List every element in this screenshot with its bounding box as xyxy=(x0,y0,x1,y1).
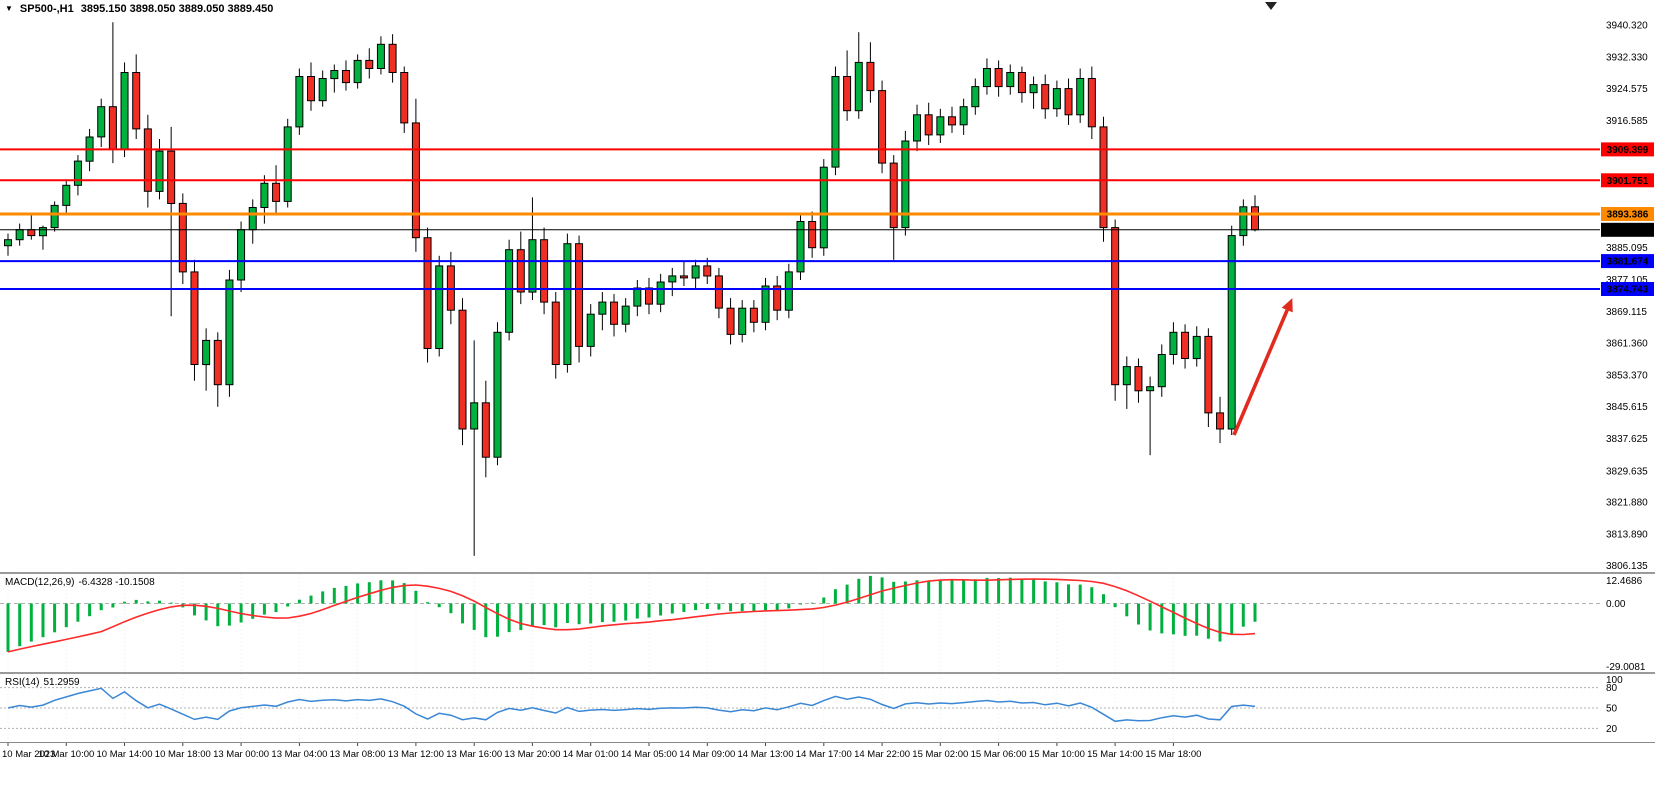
svg-text:3932.330: 3932.330 xyxy=(1606,53,1648,64)
price-tag-resistance-1 xyxy=(1601,142,1654,157)
price-tag-resistance-2 xyxy=(1601,173,1654,188)
macd-pane[interactable]: 12.4686 0.00 -29.0081 MACD(12,26,9) -6.4328… xyxy=(0,574,1655,672)
svg-text:3893.386: 3893.386 xyxy=(1607,210,1649,221)
current-price-tag xyxy=(1601,222,1654,237)
symbol-dropdown-icon[interactable]: ▼ xyxy=(5,4,13,13)
svg-text:-29.0081: -29.0081 xyxy=(1606,662,1646,672)
svg-text:15 Mar 18:00: 15 Mar 18:00 xyxy=(1145,749,1201,760)
macd-signal-line xyxy=(7,578,1256,653)
svg-text:3821.880: 3821.880 xyxy=(1606,498,1648,509)
pane-separator-rsi[interactable] xyxy=(0,672,1655,674)
svg-text:14 Mar 17:00: 14 Mar 17:00 xyxy=(796,749,852,760)
chart-title-bar: ▼ SP500-,H1 3895.150 3898.050 3889.050 3… xyxy=(5,3,273,15)
svg-text:3924.575: 3924.575 xyxy=(1606,84,1648,95)
svg-text:13 Mar 20:00: 13 Mar 20:00 xyxy=(504,749,560,760)
svg-text:13 Mar 16:00: 13 Mar 16:00 xyxy=(446,749,502,760)
candles-layer xyxy=(4,22,1259,556)
price-tag-pivot xyxy=(1601,207,1654,221)
svg-text:3829.635: 3829.635 xyxy=(1606,466,1648,477)
svg-text:15 Mar 06:00: 15 Mar 06:00 xyxy=(971,749,1027,760)
svg-text:3916.585: 3916.585 xyxy=(1606,116,1648,127)
svg-text:3881.674: 3881.674 xyxy=(1607,257,1649,268)
svg-text:14 Mar 22:00: 14 Mar 22:00 xyxy=(854,749,910,760)
svg-text:80: 80 xyxy=(1606,683,1618,694)
up-trend-arrow[interactable] xyxy=(1232,298,1293,436)
price-axis[interactable]: 3940.320 3932.330 3924.575 3916.585 3885.095… xyxy=(1601,20,1654,572)
svg-text:3806.135: 3806.135 xyxy=(1606,561,1648,572)
macd-indicator-label: MACD(12,26,9) -6.4328 -10.1508 xyxy=(5,577,159,588)
svg-text:3909.399: 3909.399 xyxy=(1607,145,1649,156)
svg-text:3901.751: 3901.751 xyxy=(1607,176,1649,187)
time-axis[interactable]: 10 Mar 2023 10 Mar 10:00 10 Mar 14:00 10 Ma… xyxy=(0,743,1655,765)
svg-text:10 Mar 18:00: 10 Mar 18:00 xyxy=(155,749,211,760)
svg-text:15 Mar 02:00: 15 Mar 02:00 xyxy=(912,749,968,760)
svg-text:15 Mar 10:00: 15 Mar 10:00 xyxy=(1029,749,1085,760)
rsi-curve xyxy=(7,687,1256,723)
horizontal-level-lines[interactable] xyxy=(0,148,1600,290)
macd-canvas[interactable]: 12.4686 0.00 -29.0081 xyxy=(0,574,1655,672)
ohlc-readout: 3895.150 3898.050 3889.050 3889.450 xyxy=(80,3,274,15)
svg-text:14 Mar 05:00: 14 Mar 05:00 xyxy=(621,749,677,760)
svg-text:13 Mar 12:00: 13 Mar 12:00 xyxy=(388,749,444,760)
rsi-value: 51.2959 xyxy=(43,677,80,688)
rsi-indicator-label: RSI(14) 51.2959 xyxy=(5,677,84,688)
svg-text:15 Mar 14:00: 15 Mar 14:00 xyxy=(1087,749,1143,760)
svg-text:13 Mar 00:00: 13 Mar 00:00 xyxy=(213,749,269,760)
macd-histogram xyxy=(6,575,1257,652)
macd-name: MACD(12,26,9) xyxy=(5,577,75,588)
svg-text:14 Mar 01:00: 14 Mar 01:00 xyxy=(563,749,619,760)
price-tag-support-1 xyxy=(1601,254,1654,269)
svg-text:3877.105: 3877.105 xyxy=(1606,275,1648,286)
svg-text:14 Mar 09:00: 14 Mar 09:00 xyxy=(679,749,735,760)
svg-text:14 Mar 13:00: 14 Mar 13:00 xyxy=(738,749,794,760)
svg-text:100: 100 xyxy=(1606,675,1623,686)
svg-text:3885.095: 3885.095 xyxy=(1606,243,1648,254)
svg-text:3874.743: 3874.743 xyxy=(1607,285,1649,296)
svg-text:13 Mar 08:00: 13 Mar 08:00 xyxy=(330,749,386,760)
svg-text:10 Mar 2023: 10 Mar 2023 xyxy=(2,749,55,760)
price-tag-support-2 xyxy=(1601,282,1654,296)
svg-text:10 Mar 14:00: 10 Mar 14:00 xyxy=(97,749,153,760)
time-axis-separator xyxy=(0,742,1655,743)
macd-values: -6.4328 -10.1508 xyxy=(78,577,155,588)
rsi-grid xyxy=(7,674,1174,742)
price-chart-canvas[interactable]: 3940.320 3932.330 3924.575 3916.585 3885.095… xyxy=(0,0,1655,572)
svg-text:3813.890: 3813.890 xyxy=(1606,530,1648,541)
svg-text:3853.370: 3853.370 xyxy=(1606,371,1648,382)
svg-text:50: 50 xyxy=(1606,704,1618,715)
svg-text:3837.625: 3837.625 xyxy=(1606,434,1648,445)
svg-text:3845.615: 3845.615 xyxy=(1606,402,1648,413)
svg-text:0.00: 0.00 xyxy=(1606,599,1626,610)
svg-text:3869.115: 3869.115 xyxy=(1606,307,1647,318)
svg-text:13 Mar 04:00: 13 Mar 04:00 xyxy=(271,749,327,760)
rsi-pane[interactable]: 100 80 50 20 RSI(14) 51.2959 xyxy=(0,674,1655,742)
svg-text:10 Mar 10:00: 10 Mar 10:00 xyxy=(38,749,94,760)
svg-text:20: 20 xyxy=(1606,724,1618,735)
rsi-name: RSI(14) xyxy=(5,677,40,688)
svg-text:3940.320: 3940.320 xyxy=(1606,20,1648,31)
pane-separator-macd[interactable] xyxy=(0,572,1655,574)
chart-shift-marker-icon[interactable] xyxy=(1265,2,1277,10)
svg-text:3861.360: 3861.360 xyxy=(1606,339,1648,350)
symbol-timeframe-label: SP500-,H1 xyxy=(19,3,74,15)
svg-text:12.4686: 12.4686 xyxy=(1606,576,1643,587)
svg-text:3889.450: 3889.450 xyxy=(1607,225,1649,236)
price-pane[interactable]: 3940.320 3932.330 3924.575 3916.585 3885.095… xyxy=(0,0,1655,572)
